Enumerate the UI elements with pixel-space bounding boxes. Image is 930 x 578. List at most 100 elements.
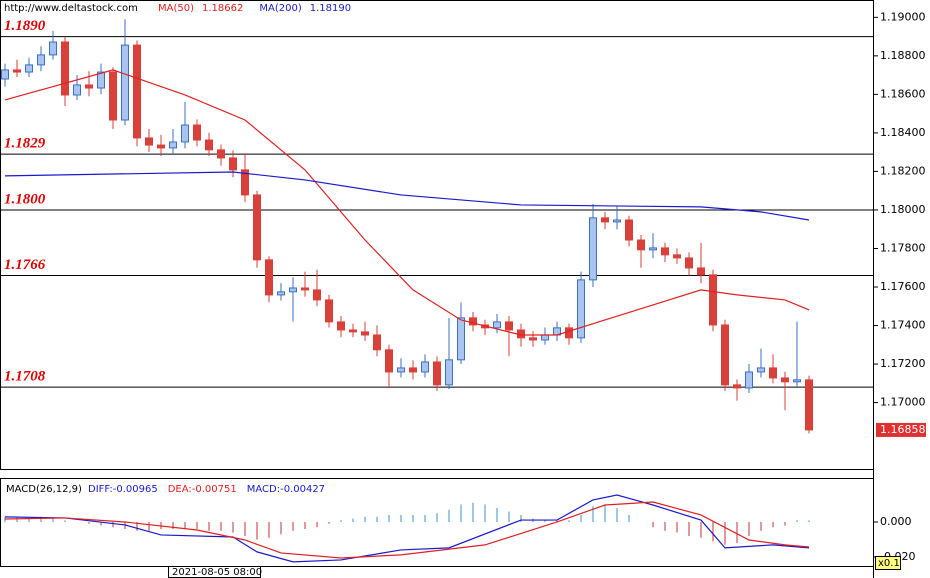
ma-name: MA(200): [259, 3, 301, 14]
candle-body: [181, 124, 189, 143]
y-tick-label: 1.17600: [880, 280, 926, 293]
price-frame: [0, 0, 874, 470]
candle-body: [217, 149, 225, 159]
candle-body: [397, 367, 405, 373]
candle-body: [301, 287, 309, 291]
candle-body: [601, 217, 609, 223]
candle-body: [373, 334, 381, 351]
candle-body: [253, 194, 261, 261]
candle-body: [577, 279, 585, 339]
macd-line: [4, 494, 810, 563]
candle-body: [637, 239, 645, 251]
level-label: 1.1708: [4, 369, 46, 385]
candle-body: [613, 219, 621, 223]
candle-body: [589, 217, 597, 281]
candle-body: [61, 41, 69, 96]
candle-body: [349, 329, 357, 333]
y-tick-label: 1.19000: [880, 10, 926, 23]
level-label: 1.1890: [4, 18, 46, 34]
candle-body: [313, 289, 321, 301]
macd-line: [4, 501, 810, 559]
candle-body: [541, 334, 549, 341]
candle-body: [133, 44, 141, 139]
zoom-label[interactable]: x0.1: [878, 558, 900, 569]
y-tick-label: 1.17000: [880, 396, 926, 409]
ma-value: 1.18662: [202, 3, 243, 14]
candle-body: [325, 299, 333, 323]
candle-body: [661, 247, 669, 256]
source: http://www.deltastock.com: [4, 3, 138, 14]
candle-body: [205, 139, 213, 151]
y-tick-label: 1.17400: [880, 319, 926, 332]
candle-body: [781, 377, 789, 383]
ma-line: [4, 69, 810, 336]
candle-body: [25, 64, 33, 73]
level-label: 1.1829: [4, 136, 46, 152]
candle-body: [337, 321, 345, 331]
candle-body: [49, 41, 57, 56]
candle-body: [385, 349, 393, 373]
candle-body: [241, 169, 249, 196]
candle-body: [673, 254, 681, 259]
candle-body: [565, 327, 573, 339]
candle-body: [145, 137, 153, 146]
y-tick-label: 1.18000: [880, 203, 926, 216]
macd-label: DIFF:-0.00965: [88, 484, 158, 495]
time-label: 2021-08-05 08:00: [172, 567, 262, 578]
candle-body: [709, 274, 717, 326]
y2-tick-label: 0.000: [880, 515, 912, 528]
candle-body: [469, 317, 477, 326]
candle-body: [37, 54, 45, 66]
ma-value: 1.18190: [310, 3, 351, 14]
candle-body: [121, 44, 129, 121]
candle-body: [757, 367, 765, 373]
candle-body: [685, 257, 693, 269]
candle-body: [193, 124, 201, 141]
candle-body: [745, 371, 753, 389]
candle-body: [97, 71, 105, 89]
candle-body: [697, 267, 705, 276]
candle-body: [157, 144, 165, 149]
y-tick-label: 1.18600: [880, 87, 926, 100]
price-tag-label: 1.16858: [880, 423, 926, 436]
y-tick-label: 1.18200: [880, 164, 926, 177]
candle-body: [289, 287, 297, 293]
candle-body: [73, 84, 81, 96]
price-tag: [876, 422, 926, 437]
y-tick-label: 1.18400: [880, 126, 926, 139]
macd-label: MACD:-0.00427: [247, 484, 325, 495]
y-tick-label: 1.17800: [880, 241, 926, 254]
candle-body: [769, 367, 777, 379]
candle-body: [805, 379, 813, 431]
candle-body: [733, 384, 741, 389]
candle-body: [265, 259, 273, 296]
candle-body: [721, 324, 729, 386]
candle-body: [625, 219, 633, 241]
level-label: 1.1766: [4, 257, 46, 273]
candle-body: [445, 359, 453, 386]
candle-body: [649, 247, 657, 251]
macd-label: DEA:-0.00751: [168, 484, 237, 495]
zoom-box[interactable]: [875, 556, 901, 570]
candle-body: [85, 84, 93, 89]
candle-body: [421, 361, 429, 373]
candle-body: [493, 321, 501, 329]
candle-body: [505, 321, 513, 331]
candle-body: [229, 157, 237, 171]
y-tick-label: 1.18800: [880, 49, 926, 62]
candle-body: [433, 361, 441, 386]
ma-name: MA(50): [158, 3, 194, 14]
candle-body: [529, 337, 537, 341]
candle-body: [109, 71, 117, 121]
macd-title: MACD(26,12,9): [6, 484, 82, 495]
candle-body: [409, 367, 417, 373]
candle-body: [361, 331, 369, 336]
ma-line: [4, 171, 810, 221]
y-tick-label: 1.17200: [880, 357, 926, 370]
candle-body: [457, 317, 465, 361]
candle-body: [277, 291, 285, 296]
level-label: 1.1800: [4, 191, 46, 207]
candle-body: [13, 69, 21, 73]
candle-body: [169, 141, 177, 149]
